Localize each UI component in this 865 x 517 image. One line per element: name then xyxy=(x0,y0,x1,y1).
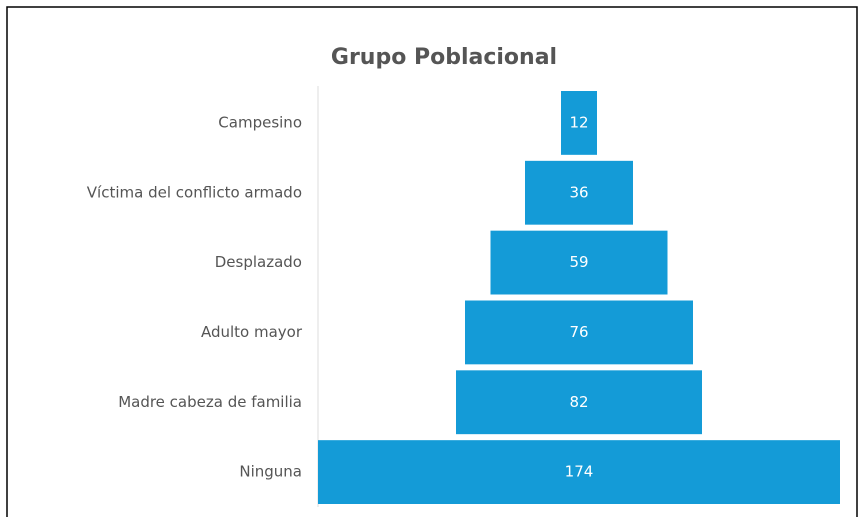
category-label: Madre cabeza de familia xyxy=(118,393,302,411)
chart-title: Grupo Poblacional xyxy=(331,45,557,70)
value-label: 82 xyxy=(569,393,588,411)
bar xyxy=(318,440,840,504)
category-label: Víctima del conflicto armado xyxy=(87,183,302,201)
bar xyxy=(561,91,597,155)
frame xyxy=(6,6,858,517)
category-label: Campesino xyxy=(218,113,302,131)
value-label: 59 xyxy=(569,253,588,271)
category-label: Desplazado xyxy=(215,253,302,271)
value-label: 12 xyxy=(569,113,588,131)
value-label: 174 xyxy=(565,463,594,481)
value-label: 76 xyxy=(569,323,588,341)
bar xyxy=(465,300,693,365)
bar xyxy=(490,230,668,295)
category-label: Ninguna xyxy=(239,463,302,481)
bar xyxy=(456,370,702,435)
value-label: 36 xyxy=(569,183,588,201)
bar xyxy=(525,160,633,225)
category-label: Adulto mayor xyxy=(201,323,303,341)
